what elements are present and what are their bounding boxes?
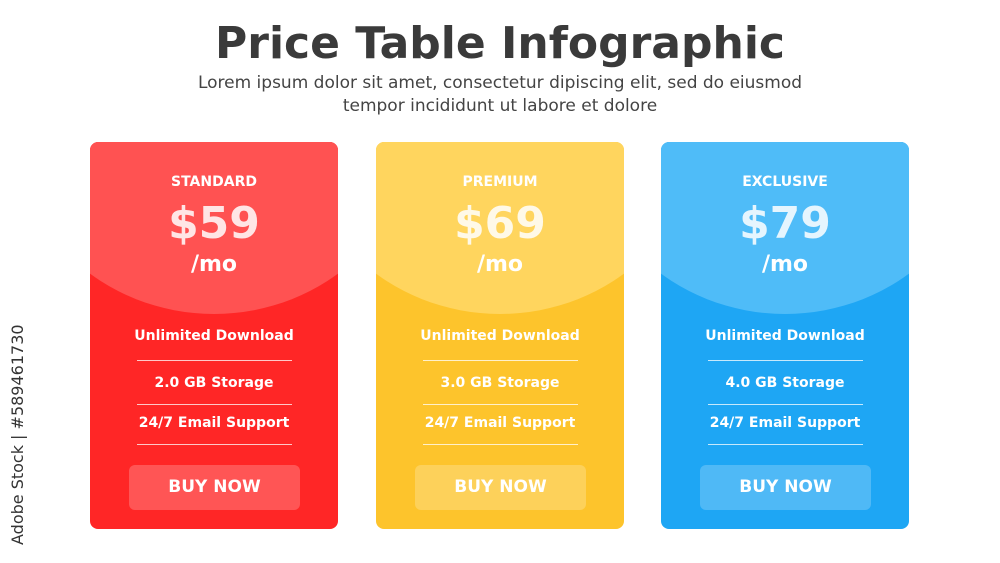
buy-button[interactable]: BUY NOW — [700, 465, 871, 510]
feature: 2.0 GB Storage — [154, 375, 274, 391]
feature: 4.0 GB Storage — [725, 375, 845, 391]
price-card: STANDARD $59/mo Unlimited Download 2.0 GB S… — [90, 142, 338, 529]
plan-period: /mo — [190, 252, 238, 277]
subtitle: Lorem ipsum dolor sit amet, consectetur … — [197, 73, 803, 93]
plan-period: /mo — [476, 252, 524, 277]
divider — [137, 404, 292, 405]
feature: 3.0 GB Storage — [440, 375, 560, 391]
plan-price: $69 — [454, 198, 546, 249]
feature: 24/7 Email Support — [424, 415, 576, 431]
plan-name: STANDARD — [171, 174, 257, 190]
divider — [423, 404, 578, 405]
divider — [423, 360, 578, 361]
plan-period: /mo — [761, 252, 809, 277]
buy-button[interactable]: BUY NOW — [129, 465, 300, 510]
divider — [708, 360, 863, 361]
title: Price Table Infographic — [215, 18, 785, 69]
divider — [708, 444, 863, 445]
divider — [137, 444, 292, 445]
card-header-bg — [376, 142, 624, 314]
price-card: EXCLUSIVE $79/mo Unlimited Download 4.0 GB … — [661, 142, 909, 529]
card-header-bg — [90, 142, 338, 314]
plan-name: PREMIUM — [462, 174, 538, 190]
card-header-bg — [661, 142, 909, 314]
feature: 24/7 Email Support — [138, 415, 290, 431]
feature: 24/7 Email Support — [709, 415, 861, 431]
divider — [137, 360, 292, 361]
feature: Unlimited Download — [134, 328, 294, 344]
feature: Unlimited Download — [420, 328, 580, 344]
watermark: Adobe Stock | #589461730 — [8, 324, 27, 545]
feature: Unlimited Download — [705, 328, 865, 344]
divider — [708, 404, 863, 405]
plan-name: EXCLUSIVE — [742, 174, 828, 190]
plan-price: $59 — [168, 198, 260, 249]
price-card: PREMIUM $69/mo Unlimited Download 3.0 GB St… — [376, 142, 624, 529]
divider — [423, 444, 578, 445]
buy-button[interactable]: BUY NOW — [415, 465, 586, 510]
plan-price: $79 — [739, 198, 831, 249]
subtitle: tempor incididunt ut labore et dolore — [342, 96, 658, 116]
